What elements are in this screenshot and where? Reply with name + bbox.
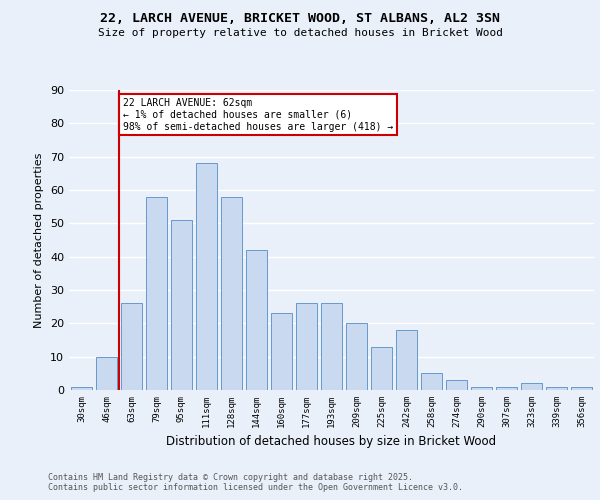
Bar [571,386,592,390]
Y-axis label: Number of detached properties: Number of detached properties [34,152,44,328]
Bar [471,386,492,390]
Text: Size of property relative to detached houses in Bricket Wood: Size of property relative to detached ho… [97,28,503,38]
Bar [246,250,267,390]
Bar [121,304,142,390]
Text: 22, LARCH AVENUE, BRICKET WOOD, ST ALBANS, AL2 3SN: 22, LARCH AVENUE, BRICKET WOOD, ST ALBAN… [100,12,500,26]
Bar [71,386,92,390]
Bar [96,356,117,390]
Text: Contains HM Land Registry data © Crown copyright and database right 2025.
Contai: Contains HM Land Registry data © Crown c… [48,472,463,492]
Bar [421,374,442,390]
Bar [496,386,517,390]
Bar [196,164,217,390]
Bar [271,314,292,390]
Bar [521,384,542,390]
Bar [371,346,392,390]
Bar [396,330,417,390]
Bar [221,196,242,390]
Bar [346,324,367,390]
Bar [171,220,192,390]
X-axis label: Distribution of detached houses by size in Bricket Wood: Distribution of detached houses by size … [166,436,497,448]
Bar [146,196,167,390]
Text: 22 LARCH AVENUE: 62sqm
← 1% of detached houses are smaller (6)
98% of semi-detac: 22 LARCH AVENUE: 62sqm ← 1% of detached … [123,98,393,132]
Bar [321,304,342,390]
Bar [546,386,567,390]
Bar [296,304,317,390]
Bar [446,380,467,390]
